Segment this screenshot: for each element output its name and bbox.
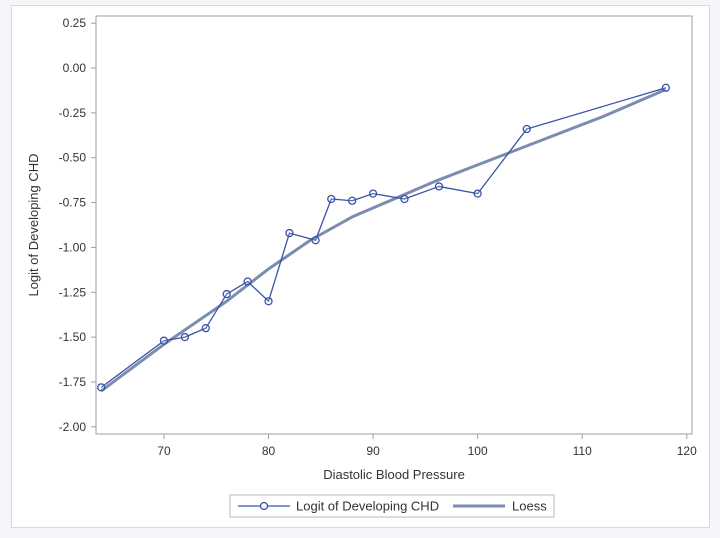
legend-label-loess: Loess <box>512 499 547 514</box>
legend: Logit of Developing CHD Loess <box>229 494 555 518</box>
observed-point <box>522 124 531 134</box>
plot-frame <box>95 15 693 435</box>
x-tick-label: 120 <box>677 444 697 458</box>
x-tick-label: 100 <box>468 444 488 458</box>
y-tick-label: -0.50 <box>59 151 87 165</box>
y-axis: 0.25 0.00 -0.25 -0.50 -0.75 -1.00 -1.25 -1.50 -1… <box>59 16 96 434</box>
x-tick-label: 70 <box>157 444 171 458</box>
x-axis: 70 80 90 100 110 120 <box>157 434 697 458</box>
y-tick-label: 0.00 <box>63 61 87 75</box>
y-tick-label: -2.00 <box>59 420 87 434</box>
x-tick-label: 80 <box>262 444 276 458</box>
observed-line <box>100 87 667 388</box>
observed-point <box>473 189 482 198</box>
observed-point <box>434 182 444 191</box>
plot-area <box>95 15 693 435</box>
y-tick-label: -1.25 <box>59 285 87 299</box>
x-axis-label: Diastolic Blood Pressure <box>323 467 465 482</box>
chart-frame <box>11 5 710 528</box>
y-tick-label: 0.25 <box>63 16 87 30</box>
x-tick-label: 110 <box>573 444 592 458</box>
y-tick-label: -1.50 <box>59 330 87 344</box>
x-tick-label: 90 <box>366 444 380 458</box>
observed-point <box>661 83 671 92</box>
observed-point <box>327 194 336 204</box>
observed-point <box>285 228 294 238</box>
legend-marker-observed <box>259 501 269 511</box>
y-tick-label: -1.00 <box>59 240 87 254</box>
observed-point <box>159 336 169 345</box>
y-tick-label: -1.75 <box>59 375 87 389</box>
y-tick-label: -0.75 <box>59 196 87 210</box>
y-tick-label: -0.25 <box>59 106 87 120</box>
y-axis-label: Logit of Developing CHD <box>26 153 41 296</box>
observed-point <box>97 383 106 392</box>
legend-label-observed: Logit of Developing CHD <box>296 499 439 514</box>
legend-box <box>229 494 555 518</box>
observed-point <box>243 277 252 286</box>
observed-point <box>264 297 273 306</box>
observed-point <box>180 332 190 342</box>
loess-line <box>100 88 667 393</box>
observed-point <box>348 196 357 205</box>
series-layer <box>97 83 671 393</box>
observed-point <box>201 324 210 333</box>
observed-point <box>400 194 409 204</box>
observed-point <box>311 236 320 245</box>
observed-point <box>222 289 231 299</box>
observed-point <box>368 189 378 198</box>
